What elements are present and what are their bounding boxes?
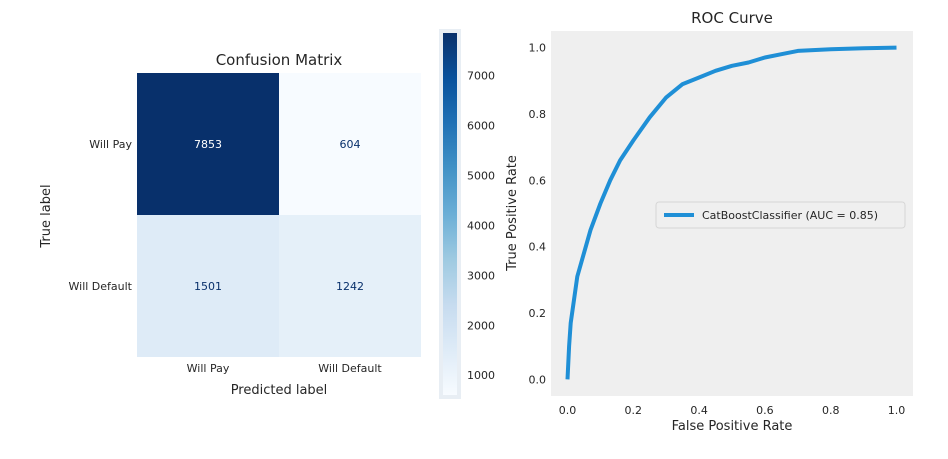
roc-x-tick-label: 0.8 [822,404,840,417]
cm-cell-value: 1501 [194,280,222,293]
roc-y-tick-label: 0.0 [529,373,547,386]
roc-y-tick-label: 0.8 [529,108,547,121]
cm-cell [137,215,279,357]
roc-curve [565,45,897,380]
roc-x-tick-label: 1.0 [888,404,906,417]
roc-y-tick-label: 1.0 [529,42,547,55]
colorbar-tick-label: 7000 [467,70,495,83]
colorbar-tick-label: 2000 [467,319,495,332]
cm-x-tick-label: Will Pay [187,362,230,375]
roc-title: ROC Curve [691,9,773,27]
cm-x-tick-label: Will Default [318,362,382,375]
cm-x-axis-label: Predicted label [231,383,328,398]
roc-y-tick-label: 0.6 [529,174,547,187]
colorbar: 1000 2000 3000 4000 5000 6000 7000 [439,29,495,399]
roc-chart: ROC Curve 0.0 0.2 0.4 0.6 0.8 1.0 0.0 0.2 0.4 0.… [505,9,913,434]
cm-y-tick-label: Will Pay [89,138,132,151]
roc-x-axis-label: False Positive Rate [672,419,793,434]
cm-cell-value: 7853 [194,138,222,151]
roc-x-tick-label: 0.4 [690,404,708,417]
cm-y-tick-label: Will Default [69,280,133,293]
cm-cell [279,73,421,215]
roc-y-tick-label: 0.2 [529,307,547,320]
roc-x-tick-label: 0.0 [559,404,577,417]
cm-cell [137,73,279,215]
colorbar-tick-label: 3000 [467,269,495,282]
confusion-matrix: Confusion Matrix 7853 604 1501 1242 Will Pa… [39,51,421,398]
cm-cell-value: 1242 [336,280,364,293]
roc-x-tick-label: 0.6 [756,404,774,417]
cm-cell-value: 604 [340,138,361,151]
legend: CatBoostClassifier (AUC = 0.85) [655,201,906,229]
cm-cell [279,215,421,357]
colorbar-gradient [443,33,457,395]
legend-label: CatBoostClassifier (AUC = 0.85) [702,209,878,222]
cm-title: Confusion Matrix [216,51,343,69]
roc-x-tick-label: 0.2 [625,404,643,417]
roc-y-axis-label: True Positive Rate [505,155,520,272]
legend-box [655,201,906,229]
colorbar-tick-label: 1000 [467,369,495,382]
colorbar-tick-label: 5000 [467,169,495,182]
roc-y-tick-label: 0.4 [529,241,547,254]
cm-y-axis-label: True label [39,184,54,248]
colorbar-tick-label: 4000 [467,219,495,232]
colorbar-tick-label: 6000 [467,120,495,133]
